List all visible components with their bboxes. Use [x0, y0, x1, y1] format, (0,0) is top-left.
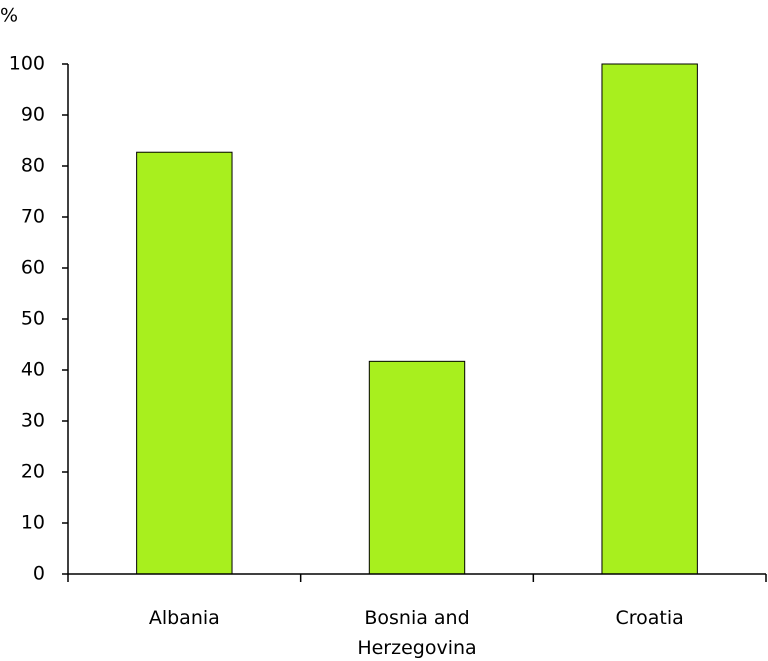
y-tick-label: 90	[21, 104, 45, 126]
bar	[368, 360, 466, 575]
y-tick-label: 30	[21, 410, 45, 432]
y-tick-label: 80	[21, 155, 45, 177]
bar	[136, 151, 233, 575]
y-tick-label: 20	[21, 461, 45, 483]
x-tick-label: Croatia	[615, 607, 684, 629]
y-tick-label: 70	[21, 206, 45, 228]
y-tick-label: 50	[21, 308, 45, 330]
y-tick-label: 40	[21, 359, 45, 381]
x-tick-label: Bosnia and Herzegovina	[357, 607, 477, 659]
bar	[601, 63, 698, 575]
y-axis-label: %	[0, 5, 18, 27]
y-tick-label: 10	[21, 512, 45, 534]
y-tick-label: 60	[21, 257, 45, 279]
y-tick-label: 100	[9, 53, 45, 75]
x-tick-label: Albania	[148, 607, 220, 629]
y-tick-label: 0	[33, 563, 45, 585]
